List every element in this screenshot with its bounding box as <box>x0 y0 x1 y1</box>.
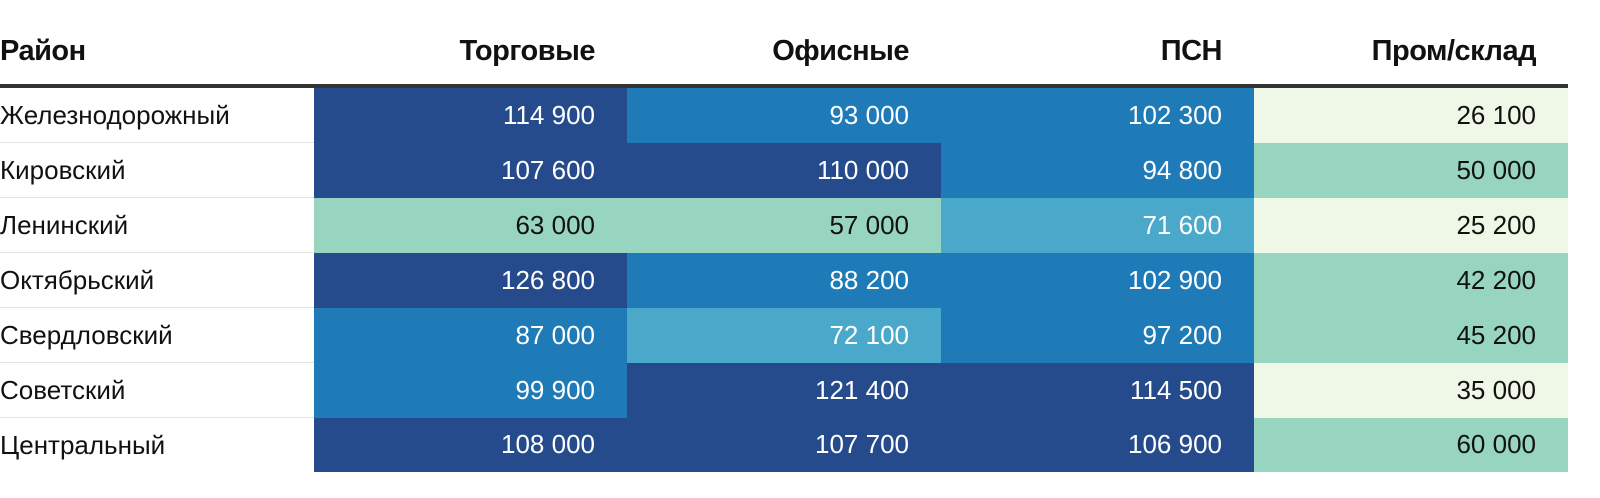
cell-industrial-warehouse: 50 000 <box>1254 142 1568 198</box>
cell-psn: 102 900 <box>941 252 1254 308</box>
cell-industrial-warehouse: 26 100 <box>1254 86 1568 143</box>
cell-psn: 94 800 <box>941 142 1254 198</box>
table-row: Свердловский 87 000 72 100 97 200 45 200 <box>0 307 1568 363</box>
table-row: Октябрьский 126 800 88 200 102 900 42 200 <box>0 252 1568 308</box>
table-row: Советский 99 900 121 400 114 500 35 000 <box>0 362 1568 418</box>
cell-industrial-warehouse: 42 200 <box>1254 252 1568 308</box>
cell-office: 107 700 <box>627 417 941 472</box>
table-body: Железнодорожный 114 900 93 000 102 300 26 10… <box>0 86 1568 472</box>
cell-retail: 114 900 <box>314 86 627 143</box>
column-header-district: Район <box>0 18 314 88</box>
cell-industrial-warehouse: 60 000 <box>1254 417 1568 472</box>
cell-retail: 107 600 <box>314 142 627 198</box>
cell-office: 57 000 <box>627 197 941 253</box>
district-name: Свердловский <box>0 307 314 363</box>
cell-psn: 114 500 <box>941 362 1254 418</box>
cell-psn: 106 900 <box>941 417 1254 472</box>
cell-industrial-warehouse: 25 200 <box>1254 197 1568 253</box>
table-row: Центральный 108 000 107 700 106 900 60 000 <box>0 417 1568 472</box>
column-header-psn: ПСН <box>941 18 1254 88</box>
cell-psn: 97 200 <box>941 307 1254 363</box>
cell-retail: 108 000 <box>314 417 627 472</box>
cell-office: 72 100 <box>627 307 941 363</box>
district-name: Железнодорожный <box>0 86 314 143</box>
cell-retail: 126 800 <box>314 252 627 308</box>
header-row: Район Торговые Офисные ПСН Пром/склад <box>0 18 1568 88</box>
column-header-office: Офисные <box>627 18 941 88</box>
district-name: Октябрьский <box>0 252 314 308</box>
cell-office: 110 000 <box>627 142 941 198</box>
cell-psn: 71 600 <box>941 197 1254 253</box>
cell-retail: 99 900 <box>314 362 627 418</box>
cell-retail: 63 000 <box>314 197 627 253</box>
district-name: Советский <box>0 362 314 418</box>
price-table: Район Торговые Офисные ПСН Пром/склад Же… <box>0 18 1568 472</box>
column-header-retail: Торговые <box>314 18 627 88</box>
district-name: Центральный <box>0 417 314 472</box>
cell-office: 93 000 <box>627 86 941 143</box>
table-row: Ленинский 63 000 57 000 71 600 25 200 <box>0 197 1568 253</box>
cell-office: 121 400 <box>627 362 941 418</box>
table-row: Железнодорожный 114 900 93 000 102 300 26 10… <box>0 86 1568 143</box>
cell-psn: 102 300 <box>941 86 1254 143</box>
cell-office: 88 200 <box>627 252 941 308</box>
column-header-industrial-warehouse: Пром/склад <box>1254 18 1568 88</box>
cell-industrial-warehouse: 35 000 <box>1254 362 1568 418</box>
district-name: Ленинский <box>0 197 314 253</box>
cell-retail: 87 000 <box>314 307 627 363</box>
cell-industrial-warehouse: 45 200 <box>1254 307 1568 363</box>
district-name: Кировский <box>0 142 314 198</box>
table-row: Кировский 107 600 110 000 94 800 50 000 <box>0 142 1568 198</box>
